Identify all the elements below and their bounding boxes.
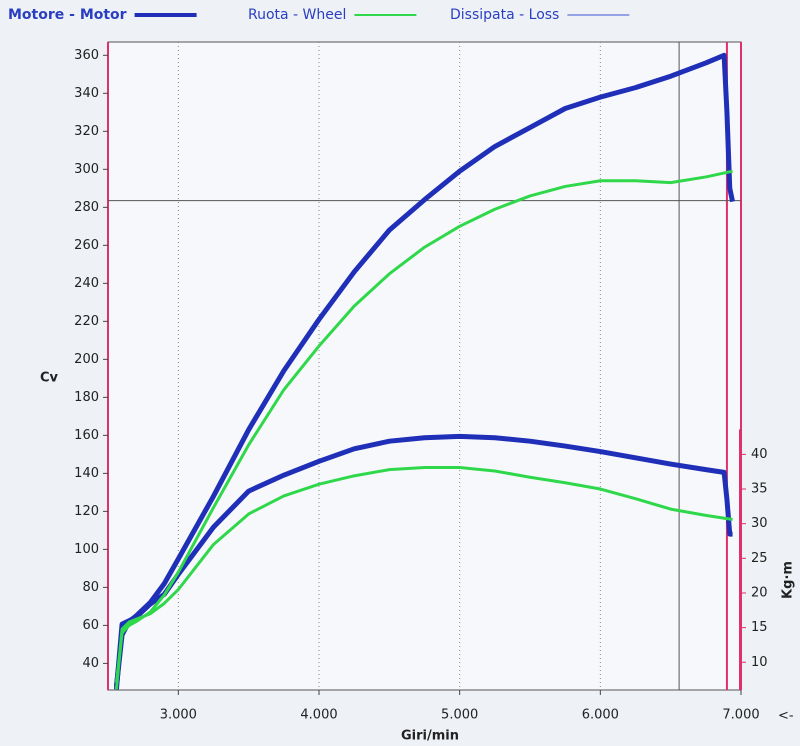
y-axis-label: Cv xyxy=(40,371,59,386)
y2-tick-label: 40 xyxy=(751,447,768,462)
x-tick-label: 6.000 xyxy=(582,708,619,723)
y-tick-label: 220 xyxy=(74,314,99,329)
x-tick-label: 4.000 xyxy=(300,708,337,723)
torque-line xyxy=(113,433,733,690)
y2-tick-label: 20 xyxy=(751,585,768,600)
torque-line xyxy=(114,466,733,690)
y-tick-label: 160 xyxy=(74,428,99,443)
x-tick-label: 3.000 xyxy=(160,708,197,723)
y-tick-label: 260 xyxy=(74,238,99,253)
y-tick-label: 360 xyxy=(74,48,99,63)
plot-area xyxy=(107,41,742,691)
x-axis-label: Giri/min xyxy=(401,729,459,744)
y-tick-label: 240 xyxy=(74,276,99,291)
x-tick-label: 5.000 xyxy=(441,708,478,723)
y-tick-label: 140 xyxy=(74,466,99,481)
y-tick-label: 180 xyxy=(74,390,99,405)
nav-button[interactable]: <- xyxy=(778,709,794,724)
y-tick-label: 60 xyxy=(82,618,99,633)
legend-label: Ruota - Wheel xyxy=(248,7,346,23)
y-tick-label: 280 xyxy=(74,200,99,215)
y-tick-label: 340 xyxy=(74,86,99,101)
y2-tick-label: 25 xyxy=(751,551,768,566)
x-tick-label: 7.000 xyxy=(722,708,759,723)
y2-tick-label: 10 xyxy=(751,655,768,670)
y-tick-label: 320 xyxy=(74,124,99,139)
y2-tick-label: 30 xyxy=(751,516,768,531)
y-tick-label: 120 xyxy=(74,504,99,519)
y-tick-label: 100 xyxy=(74,542,99,557)
y-tick-label: 80 xyxy=(82,580,99,595)
y2-tick-label: 15 xyxy=(751,620,768,635)
legend-label: Motore - Motor xyxy=(8,7,127,23)
y-tick-label: 40 xyxy=(82,656,99,671)
y2-tick-label: 35 xyxy=(751,482,768,497)
legend-label: Dissipata - Loss xyxy=(450,7,559,23)
y2-axis-label: Kg·m xyxy=(781,561,796,599)
y-tick-label: 200 xyxy=(74,352,99,367)
y-tick-label: 300 xyxy=(74,162,99,177)
